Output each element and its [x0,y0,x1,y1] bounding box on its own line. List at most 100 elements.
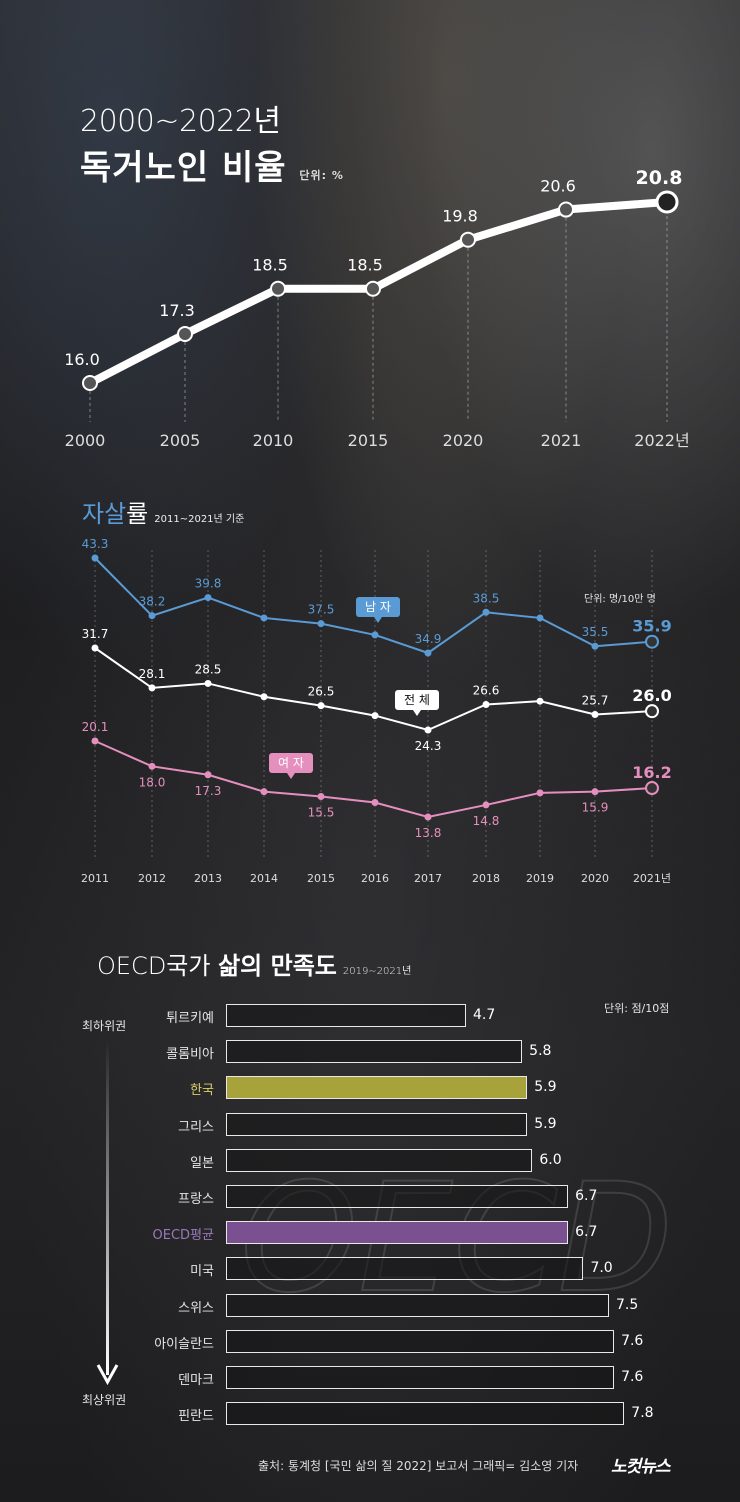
nocut-news-logo: 노컷뉴스 [611,1457,671,1477]
chart2-male-point [260,614,268,622]
chart3-subtitle: 2019~2021년 [342,966,412,977]
chart2-male-point [536,614,544,622]
rank-top-label: 최하위권 [82,1019,127,1033]
chart2-female-value-label: 18.0 [139,775,166,789]
chart2-female-point [645,781,659,796]
oecd-watermark: OECD [240,1151,674,1310]
chart2-total-value-label: 26.5 [308,685,335,699]
chart1-x-tick: 2000 [65,431,106,450]
chart2-female-point [91,737,99,745]
chart1-x-tick: 2021 [541,431,582,450]
chart2-line-chart: 2011 2012 2013 2014 2015 2016 2017 2018 2019 2020… [81,537,672,885]
chart2-male-tag-pointer [374,617,382,623]
chart1-point [177,325,193,342]
chart2-x-tick: 2011 [81,872,109,885]
chart2-x-tick: 2012 [138,872,166,885]
chart2-female-value-label: 17.3 [195,784,222,798]
chart2-male-value-label: 43.3 [82,537,109,551]
chart2-male-tag: 남 자 [356,597,400,623]
chart2-total-point [371,712,379,720]
chart2-male-point [645,634,659,649]
chart2-male-value-label: 35.5 [582,625,609,639]
chart1-unit: 단위: % [299,169,344,182]
chart2-female-point [424,813,432,821]
chart2-female-tag-box [269,753,313,773]
source-credit: 출처: 통계청 [국민 삶의 질 2022] 보고서 그래픽= 김소영 기자 [258,1459,579,1473]
chart2-x-tick: 2013 [194,872,222,885]
chart1-point [82,375,98,391]
chart1-title: 독거노인 비율 단위: % [80,140,344,189]
chart3-unit: 단위: 점/10점 [604,1002,670,1015]
chart2-x-tick: 2018 [472,872,500,885]
chart2-male-tag-text: 남 자 [365,600,391,614]
svg-text:OECD: OECD [240,1152,673,1310]
chart2-total-tag-box [395,690,439,710]
chart2-total-value-label: 31.7 [82,627,109,641]
chart1-value-label: 19.8 [442,207,478,226]
chart1-value-label: 16.0 [64,350,100,369]
chart2-x-tick: 2020 [581,872,609,885]
chart1-line-chart: 16.0 2000 17.3 2005 18.5 2010 18.5 2015 19.8 2020… [64,167,690,450]
chart2-male-value-label: 39.8 [195,577,222,591]
chart2-female-point [591,788,599,796]
chart2-total-point [317,702,325,710]
chart2-male-value-label: 34.9 [415,632,442,646]
chart2-total-point [91,644,99,652]
chart2-female-value-label: 20.1 [82,720,109,734]
chart2-total-point [536,697,544,705]
chart1-title-line2: 독거노인 비율 [80,148,287,188]
chart2-male-value-label: 37.5 [308,603,335,617]
chart2-total-tag: 전 체 [395,690,439,716]
chart2-total-value-label: 26.6 [473,684,500,698]
chart2-female-point [536,789,544,797]
chart1-point [655,190,679,214]
chart2-total-value-label: 26.0 [632,686,671,705]
chart2-female-value-label: 15.9 [582,801,609,815]
chart2-title-blue: 자살 [82,500,127,528]
chart1-point [558,201,574,218]
chart1-x-tick: 2020 [443,431,484,450]
chart1-value-label: 18.5 [347,256,383,275]
chart2-total-point [424,726,432,734]
chart2-unit: 단위: 명/10만 명 [584,594,656,605]
chart2-female-point [482,801,490,809]
chart2-title-rest: 률 [126,500,149,528]
chart2-total-value-label: 24.3 [415,739,442,753]
chart2-male-tag-box [356,597,400,617]
chart2-female-value-label: 15.5 [308,805,335,819]
chart2-subtitle: 2011~2021년 기준 [154,514,245,525]
chart2-total-value-label: 28.1 [139,667,166,681]
chart1-x-tick: 2015 [348,431,389,450]
chart2-male-point [148,612,156,620]
chart1-x-tick: 2010 [253,431,294,450]
chart2-x-tick: 2017 [414,872,442,885]
chart2-male-point [424,649,432,657]
chart1-title-line1: 2000~2022년 [80,104,281,139]
chart1-point [365,280,381,297]
chart1-value-label: 20.8 [636,167,683,189]
chart1-value-label: 17.3 [159,301,195,320]
chart2-x-tick: 2021년 [633,872,671,885]
chart2-female-point [260,788,268,796]
chart2-total-point [645,704,659,719]
chart2-total-point [204,679,212,687]
chart2-female-tag: 여 자 [269,753,313,779]
chart2-male-point [371,631,379,639]
chart2-male-value-label: 35.9 [632,617,671,636]
chart2-female-tag-text: 여 자 [278,756,304,770]
chart2-total-point [260,693,268,701]
chart2-female-value-label: 14.8 [473,814,500,828]
chart3-title-bold: 삶의 만족도 [218,952,337,980]
chart2-total-point [591,710,599,718]
chart2-male-value-label: 38.5 [473,591,500,605]
chart1-point [460,231,476,248]
chart2-male-point [482,608,490,616]
chart1-value-label: 18.5 [252,256,288,275]
chart2-female-point [371,799,379,807]
chart2-total-tag-text: 전 체 [404,693,430,707]
chart2-female-tag-pointer [287,773,295,779]
chart2-male-value-label: 38.2 [139,595,166,609]
chart2-female-point [148,762,156,770]
chart3-title: OECD국가 삶의 만족도 2019~2021년 [97,946,411,981]
chart1-value-label: 20.6 [540,177,576,196]
